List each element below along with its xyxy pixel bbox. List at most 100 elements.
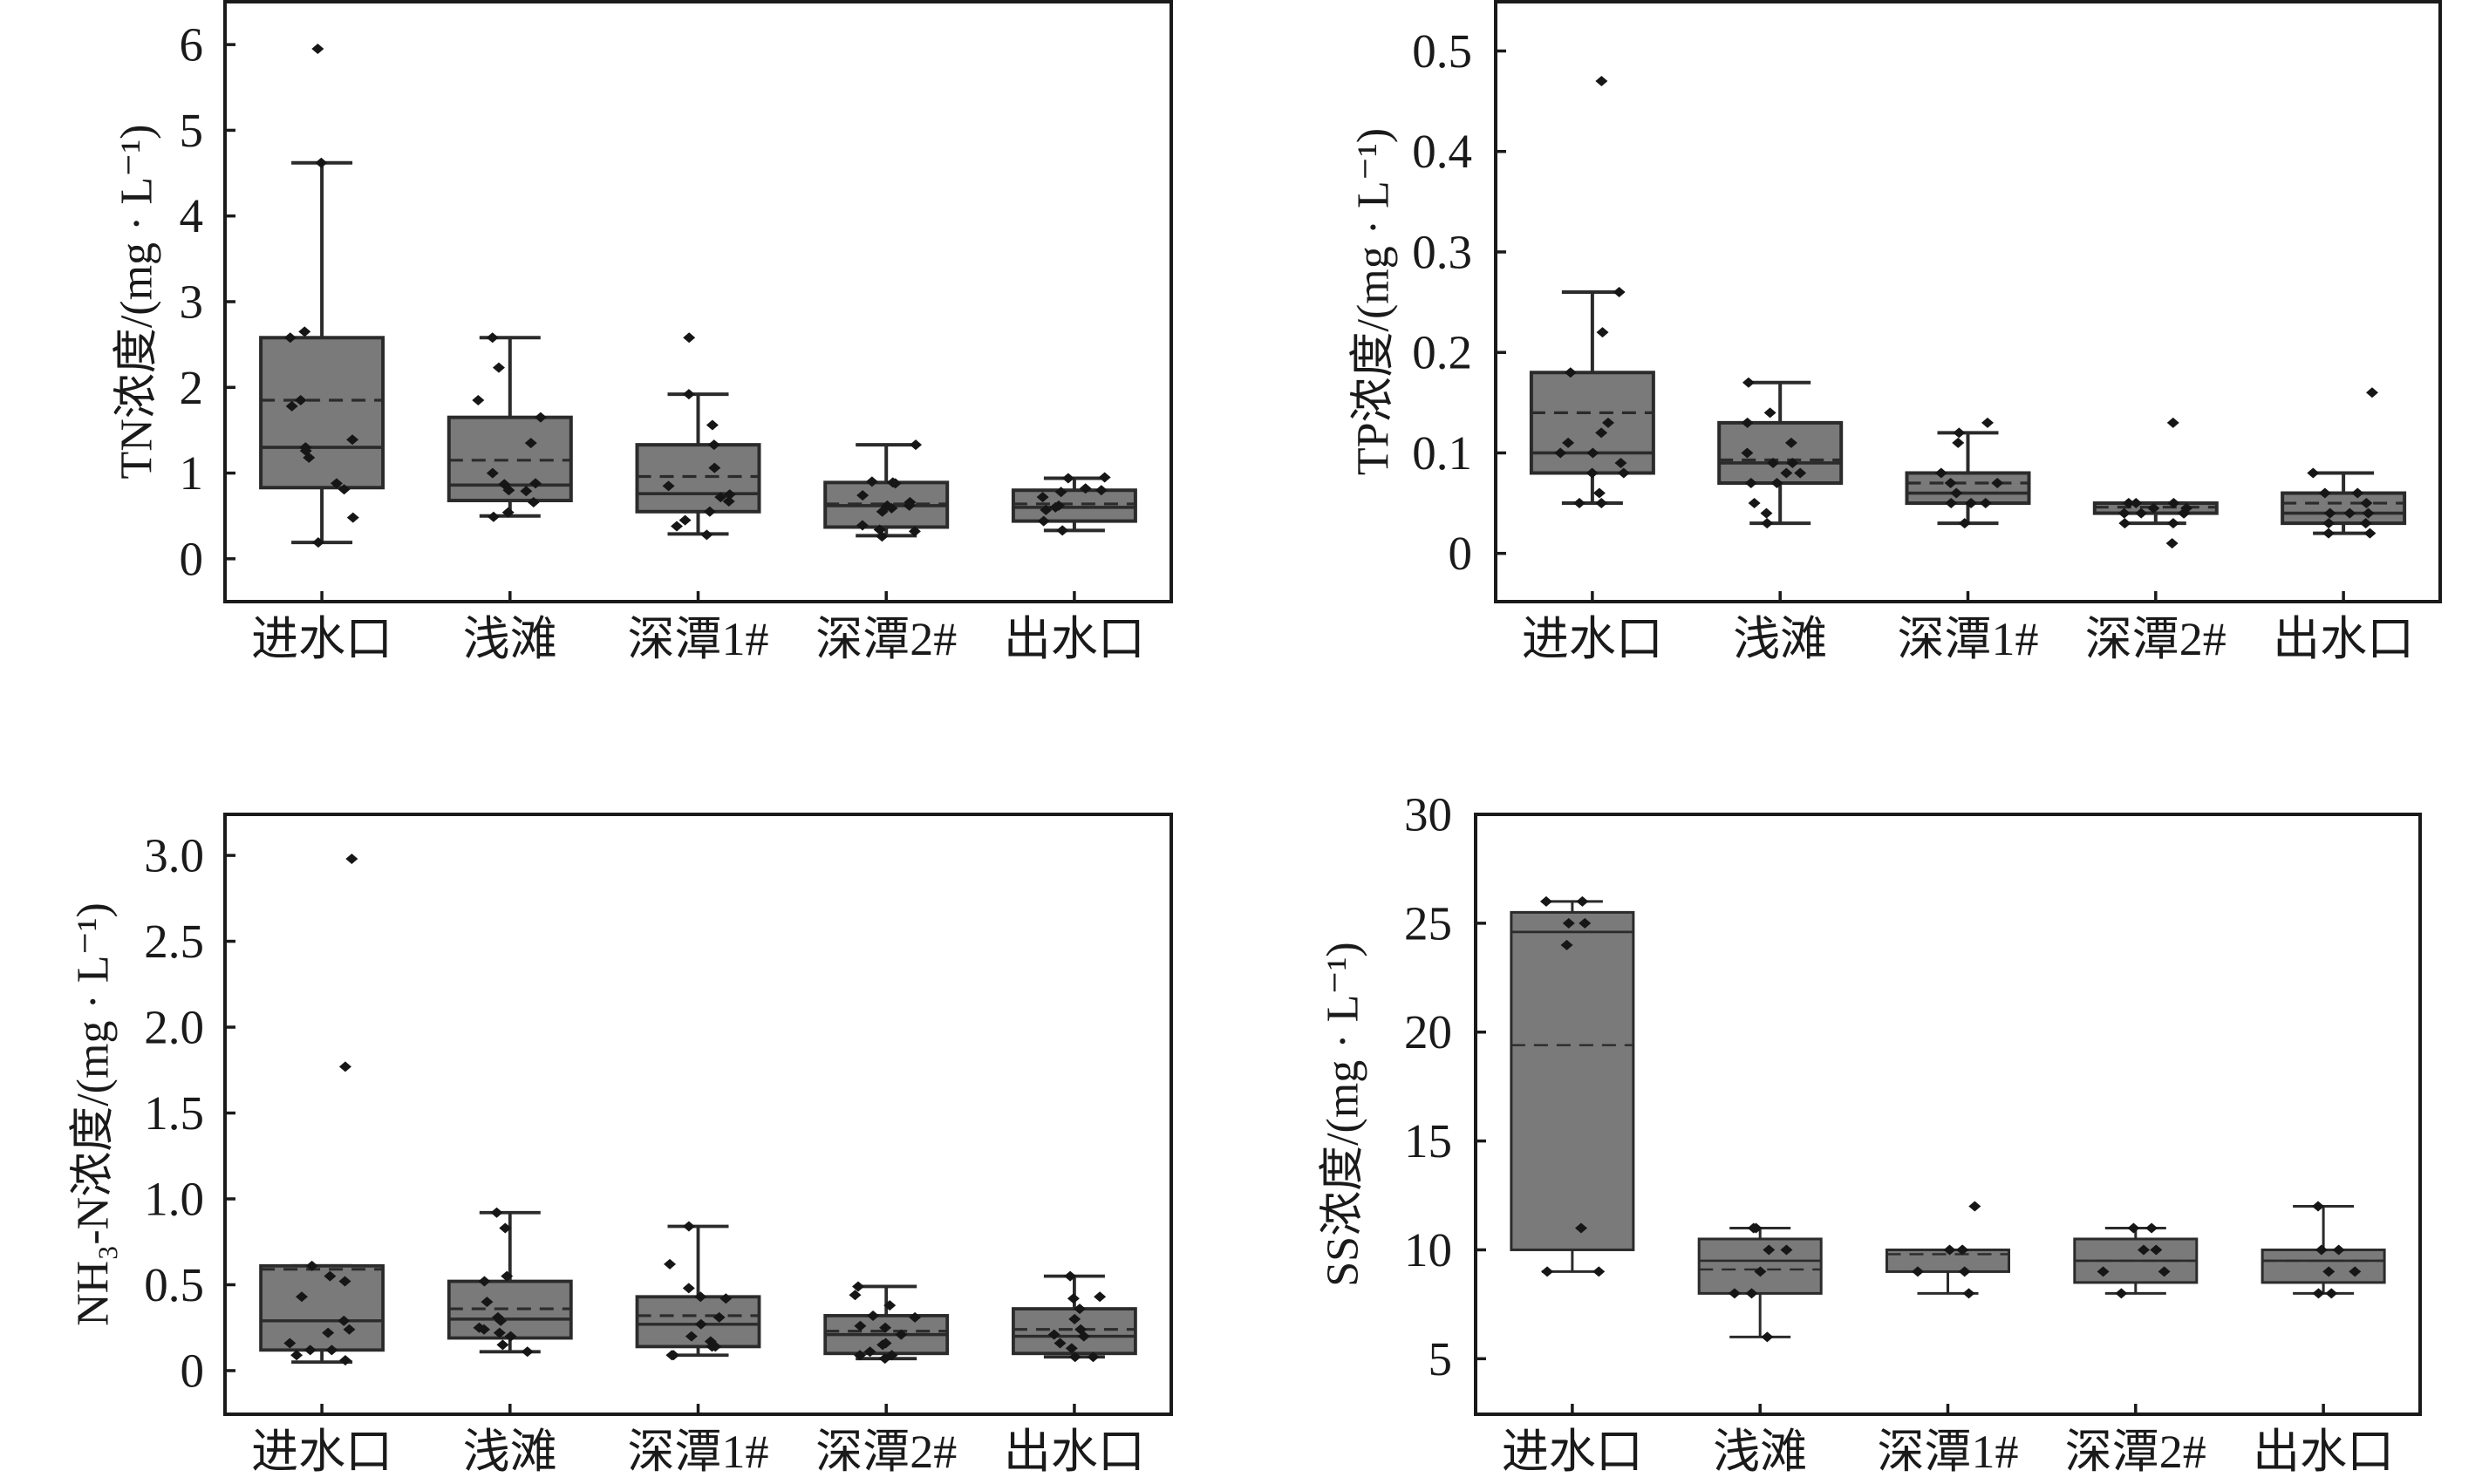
y-tick-label: 5 — [180, 104, 204, 157]
data-point — [324, 1270, 337, 1282]
data-point — [2122, 498, 2135, 509]
data-point — [1037, 515, 1050, 527]
y-tick-label: 15 — [1404, 1114, 1452, 1167]
data-point — [1554, 447, 1567, 459]
y-axis: 0 0.5 1.0 1.5 2.0 2.5 3.0 — [144, 829, 235, 1397]
data-point — [2145, 1222, 2158, 1234]
data-point — [1047, 1329, 1060, 1340]
data-point — [852, 1281, 865, 1292]
data-point — [1094, 1291, 1107, 1303]
data-point — [1054, 487, 1067, 498]
data-point — [1754, 1266, 1767, 1277]
data-point — [2167, 498, 2180, 509]
data-point — [682, 1221, 695, 1232]
data-point — [1592, 1266, 1606, 1277]
data-point — [338, 484, 351, 495]
data-point — [1741, 447, 1754, 459]
x-axis: 进水口 浅滩 深潭1# 深潭2# 出水口 — [251, 591, 1145, 665]
x-tick-label: 出水口 — [1004, 1426, 1145, 1478]
data-point — [876, 506, 889, 517]
data-point — [1049, 501, 1062, 513]
data-point — [854, 1320, 867, 1331]
y-tick-label: 0.1 — [1412, 426, 1472, 480]
data-point — [534, 412, 547, 423]
y-tick-label: 6 — [180, 18, 204, 71]
y-tick-label: 0.2 — [1412, 326, 1472, 379]
data-point — [2343, 507, 2356, 519]
x-tick-label: 进水口 — [251, 613, 392, 665]
x-tick-label: 深潭1# — [628, 1426, 769, 1478]
y-tick-label: 0.5 — [144, 1258, 204, 1311]
data-point — [1965, 498, 1978, 509]
y-tick-label: 0 — [181, 1344, 205, 1397]
chart-nh3n-panel: 0 0.5 1.0 1.5 2.0 2.5 3.0 进水口 浅滩 深潭1# 深潭2# 出水口 NH₃-N… — [69, 813, 1173, 1478]
data-point — [1595, 76, 1608, 87]
boxes — [1510, 900, 2386, 1338]
data-point — [863, 1346, 876, 1358]
data-point — [1950, 487, 1963, 499]
y-tick-label: 2.5 — [144, 915, 204, 968]
y-axis-label: NH₃-N浓度/(mg · L⁻¹) — [69, 902, 119, 1326]
data-point — [496, 1339, 509, 1351]
data-point — [703, 506, 716, 517]
data-point — [1745, 1288, 1758, 1299]
x-tick-label: 出水口 — [2253, 1426, 2394, 1478]
data-point — [295, 1291, 308, 1303]
box-group — [1510, 900, 1635, 1273]
data-point — [322, 1327, 335, 1338]
data-point — [883, 1300, 897, 1311]
data-point — [524, 438, 537, 449]
box-iqr — [259, 1263, 385, 1352]
data-point — [2307, 467, 2320, 479]
x-tick-label: 出水口 — [2273, 613, 2414, 665]
data-point — [527, 496, 540, 507]
data-point — [520, 486, 533, 497]
box-group — [259, 1263, 385, 1365]
data-point — [1592, 487, 1606, 499]
data-point — [311, 537, 324, 548]
data-point — [1786, 457, 1799, 468]
box-iqr — [635, 443, 761, 514]
data-point — [1981, 417, 1994, 428]
data-point — [910, 439, 923, 451]
data-point — [1958, 518, 1971, 529]
y-axis: 5 10 15 20 25 30 — [1404, 788, 1486, 1385]
y-tick-label: 10 — [1404, 1223, 1452, 1276]
x-tick-label: 深潭2# — [815, 1426, 957, 1478]
data-point — [1742, 377, 1755, 388]
data-point — [311, 44, 324, 55]
data-point — [1074, 1304, 1087, 1315]
data-point — [1763, 407, 1776, 419]
data-point — [2165, 538, 2179, 549]
data-point — [290, 1350, 303, 1361]
data-point — [477, 1324, 490, 1335]
boxes — [259, 160, 1137, 545]
box-iqr — [1905, 471, 2031, 506]
data-point — [2118, 518, 2131, 529]
box-iqr — [259, 336, 385, 490]
x-axis: 进水口 浅滩 深潭1# 深潭2# 出水口 — [1502, 1404, 2394, 1478]
data-point — [490, 1207, 503, 1218]
data-point — [903, 500, 916, 511]
data-point — [1741, 417, 1754, 428]
data-point — [1079, 483, 1092, 494]
data-point — [325, 1344, 338, 1356]
data-point — [1579, 917, 1592, 929]
data-point — [2312, 1201, 2325, 1212]
data-point — [1576, 895, 1589, 907]
data-point — [682, 389, 695, 400]
data-point — [2325, 1288, 2338, 1299]
data-point — [472, 395, 485, 406]
data-point — [708, 462, 721, 473]
data-point — [1094, 485, 1108, 496]
data-point — [492, 362, 505, 373]
y-axis-label: TP浓度/(mg · L⁻¹) — [1349, 128, 1399, 475]
box-iqr — [1697, 1237, 1823, 1295]
data-point — [1614, 457, 1627, 468]
data-point — [1572, 498, 1585, 509]
data-point — [1054, 1338, 1067, 1349]
data-point — [346, 512, 359, 523]
box-iqr — [1510, 910, 1635, 1251]
data-point — [706, 419, 719, 431]
